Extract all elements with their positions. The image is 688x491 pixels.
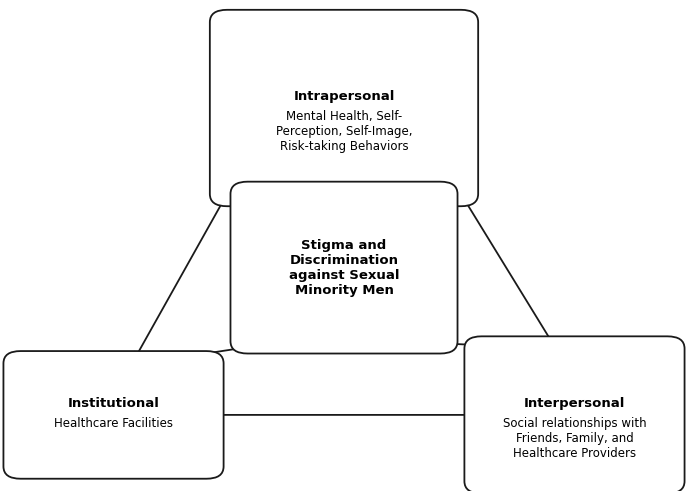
Text: Interpersonal: Interpersonal <box>524 397 625 410</box>
Text: Intrapersonal: Intrapersonal <box>293 90 395 103</box>
FancyBboxPatch shape <box>230 182 458 354</box>
FancyBboxPatch shape <box>464 336 685 491</box>
Text: Social relationships with
Friends, Family, and
Healthcare Providers: Social relationships with Friends, Famil… <box>503 417 646 461</box>
FancyBboxPatch shape <box>3 351 224 479</box>
Text: Mental Health, Self-
Perception, Self-Image,
Risk-taking Behaviors: Mental Health, Self- Perception, Self-Im… <box>276 110 412 154</box>
Text: Institutional: Institutional <box>67 397 160 410</box>
Text: Healthcare Facilities: Healthcare Facilities <box>54 417 173 430</box>
Text: Stigma and
Discrimination
against Sexual
Minority Men: Stigma and Discrimination against Sexual… <box>289 239 399 297</box>
FancyBboxPatch shape <box>210 10 478 206</box>
